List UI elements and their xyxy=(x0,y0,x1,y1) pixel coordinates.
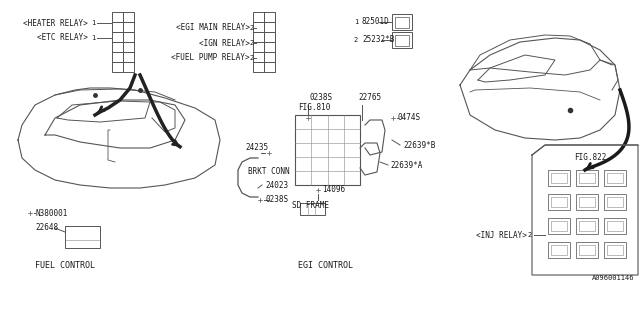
Bar xyxy=(579,173,595,183)
Bar xyxy=(551,173,567,183)
Bar xyxy=(264,52,275,62)
Bar xyxy=(112,42,123,52)
Text: 2: 2 xyxy=(250,25,254,31)
Bar xyxy=(392,32,412,48)
Bar xyxy=(264,42,275,52)
Bar xyxy=(112,22,123,32)
Bar xyxy=(548,194,570,210)
Bar xyxy=(123,52,134,62)
Bar xyxy=(123,22,134,32)
Text: <FUEL PUMP RELAY>: <FUEL PUMP RELAY> xyxy=(172,53,250,62)
Bar xyxy=(112,52,123,62)
Text: 0238S: 0238S xyxy=(265,196,288,204)
Bar xyxy=(579,245,595,255)
Bar xyxy=(576,218,598,234)
Text: <INJ RELAY>: <INJ RELAY> xyxy=(476,230,527,239)
Bar xyxy=(551,221,567,231)
Bar xyxy=(123,42,134,52)
Text: 2: 2 xyxy=(527,232,532,238)
Text: FUEL CONTROL: FUEL CONTROL xyxy=(35,260,95,269)
Bar xyxy=(548,170,570,186)
Bar xyxy=(123,62,134,72)
Bar xyxy=(253,52,264,62)
Bar xyxy=(604,242,626,258)
Bar xyxy=(395,17,409,28)
Text: 25232*B: 25232*B xyxy=(362,36,394,44)
Bar xyxy=(579,197,595,207)
Bar xyxy=(295,115,360,185)
Bar xyxy=(607,245,623,255)
Text: SD FRAME: SD FRAME xyxy=(291,201,328,210)
Bar xyxy=(604,218,626,234)
Bar xyxy=(264,12,275,22)
Bar xyxy=(392,14,412,30)
Bar xyxy=(395,35,409,46)
Text: 22648: 22648 xyxy=(35,223,58,233)
Bar xyxy=(253,62,264,72)
Bar xyxy=(264,32,275,42)
Bar xyxy=(264,22,275,32)
Bar xyxy=(264,62,275,72)
Text: 22765: 22765 xyxy=(358,93,381,102)
Text: 24023: 24023 xyxy=(265,180,288,189)
Bar xyxy=(112,12,123,22)
Text: 2: 2 xyxy=(250,55,254,61)
Text: 2: 2 xyxy=(354,37,358,43)
Text: <IGN RELAY>: <IGN RELAY> xyxy=(199,38,250,47)
Bar xyxy=(65,226,100,248)
Bar xyxy=(253,12,264,22)
Text: 1: 1 xyxy=(354,19,358,25)
Bar xyxy=(551,245,567,255)
Text: 24235: 24235 xyxy=(245,143,268,153)
Bar xyxy=(604,194,626,210)
Bar xyxy=(253,22,264,32)
Text: N380001: N380001 xyxy=(35,209,67,218)
Bar xyxy=(576,242,598,258)
Bar xyxy=(576,194,598,210)
Text: FIG.810: FIG.810 xyxy=(298,103,330,113)
Bar xyxy=(548,242,570,258)
Bar xyxy=(576,170,598,186)
Text: FIG.822: FIG.822 xyxy=(574,154,606,163)
Bar xyxy=(579,221,595,231)
Bar xyxy=(112,32,123,42)
Text: 82501D: 82501D xyxy=(362,18,390,27)
Text: 1: 1 xyxy=(91,35,95,41)
Bar xyxy=(253,42,264,52)
Text: A096001146: A096001146 xyxy=(591,275,634,281)
Text: 0474S: 0474S xyxy=(398,114,421,123)
Bar xyxy=(300,203,325,215)
Text: <EGI MAIN RELAY>: <EGI MAIN RELAY> xyxy=(176,23,250,33)
Text: <ETC RELAY>: <ETC RELAY> xyxy=(37,34,88,43)
Text: 2: 2 xyxy=(250,40,254,46)
Bar xyxy=(607,221,623,231)
Bar xyxy=(253,32,264,42)
Bar xyxy=(604,170,626,186)
Text: 22639*A: 22639*A xyxy=(390,161,422,170)
Bar xyxy=(123,32,134,42)
Bar xyxy=(607,173,623,183)
Text: 0238S: 0238S xyxy=(310,93,333,102)
Text: <HEATER RELAY>: <HEATER RELAY> xyxy=(23,19,88,28)
Bar xyxy=(123,12,134,22)
Text: 1: 1 xyxy=(91,20,95,26)
Text: 22639*B: 22639*B xyxy=(403,140,435,149)
Bar xyxy=(112,62,123,72)
Bar xyxy=(548,218,570,234)
Text: BRKT CONN: BRKT CONN xyxy=(248,167,290,177)
Text: 14096: 14096 xyxy=(322,186,345,195)
Bar xyxy=(551,197,567,207)
Text: EGI CONTROL: EGI CONTROL xyxy=(298,260,353,269)
Bar xyxy=(607,197,623,207)
